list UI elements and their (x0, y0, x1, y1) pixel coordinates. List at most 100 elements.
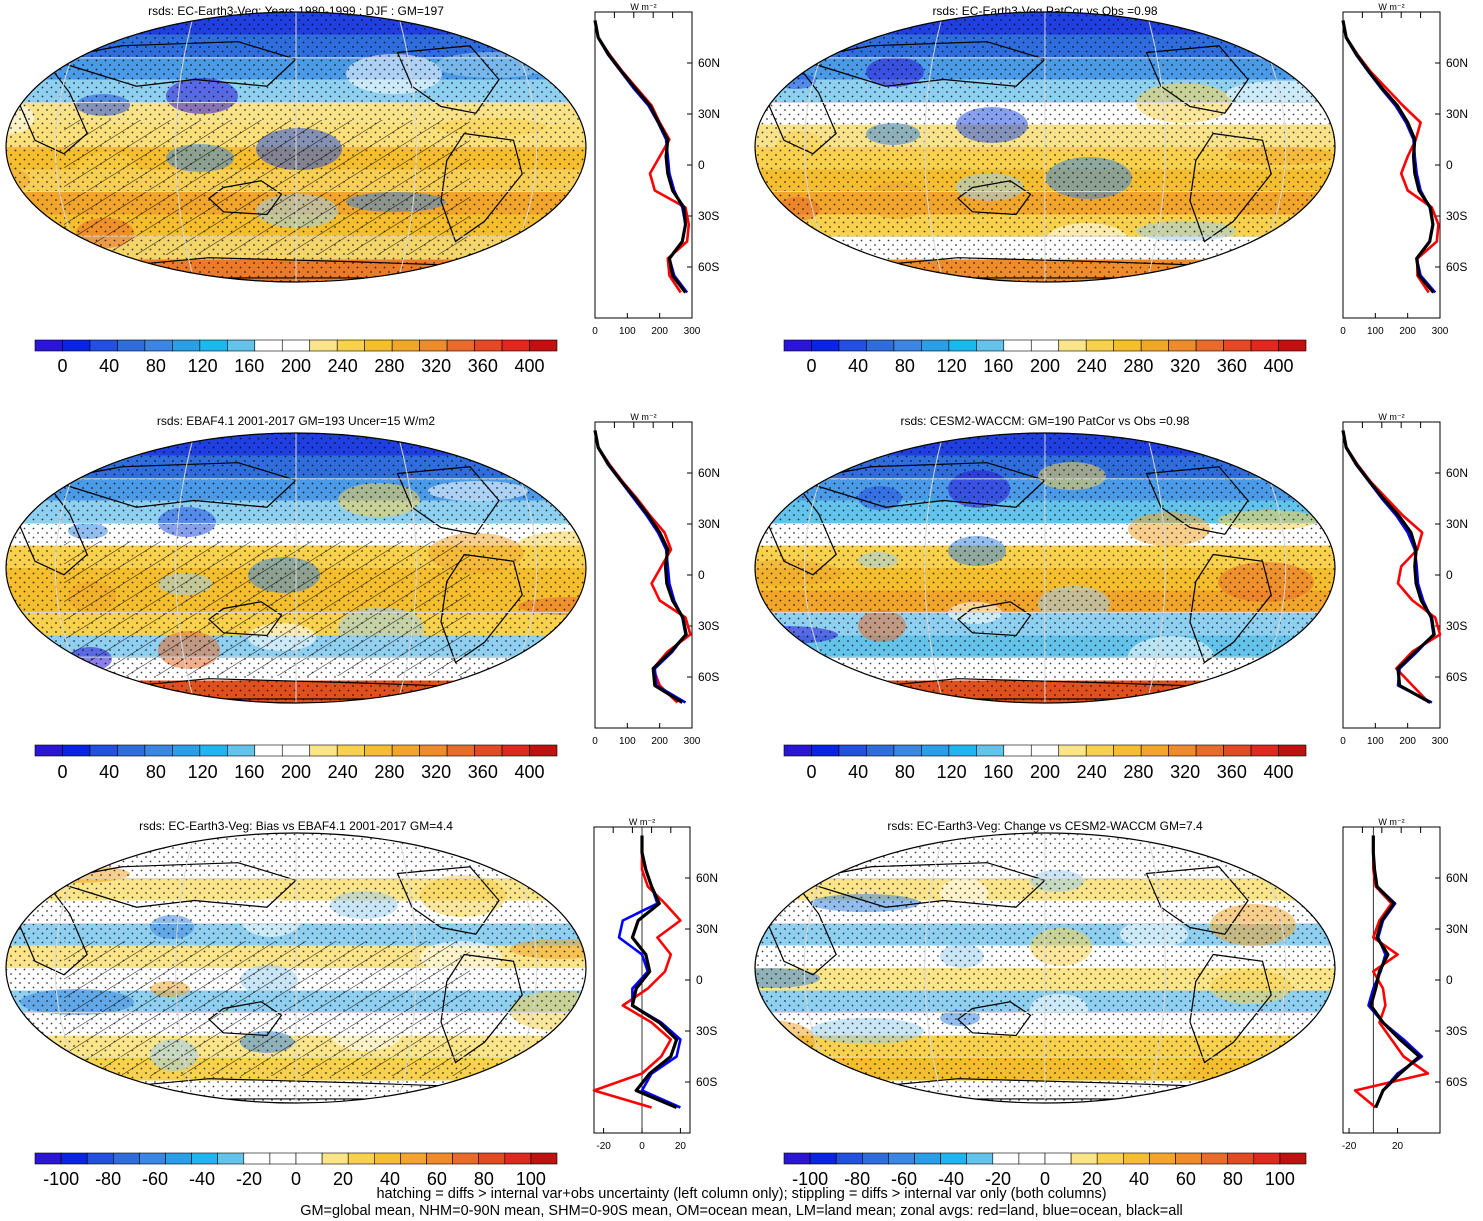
colorbar-swatch (1175, 1152, 1202, 1165)
graticule-meridian (397, 12, 417, 282)
map-outline (5, 832, 587, 1104)
colorbar-swatch (426, 1152, 453, 1165)
colorbar: 0 40 80 120 160 200 240 280 320 360 400 (34, 744, 558, 782)
colorbar-swatch (144, 744, 173, 757)
zonal-unit-label: W m⁻² (630, 412, 656, 422)
colorbar-swatch (1003, 339, 1032, 352)
colorbar-label: 40 (380, 1169, 400, 1189)
map-outline (754, 832, 1336, 1104)
colorbar-label: 80 (1223, 1169, 1243, 1189)
zonal-unit-label: W m⁻² (1378, 2, 1404, 12)
colorbar-swatch (1253, 1152, 1281, 1165)
colorbar-label: 40 (848, 356, 868, 376)
colorbar-label: 160 (234, 356, 264, 376)
zonal-tick-label: -20 (596, 1141, 611, 1152)
colorbar-swatch (34, 339, 63, 352)
zonal-tick-label: 200 (1399, 736, 1416, 747)
zonal-unit-label: W m⁻² (1378, 817, 1404, 827)
colorbar-label: 400 (1264, 356, 1294, 376)
panel-5: rsds: EC-Earth3-Veg: Bias vs EBAF4.1 200… (5, 817, 718, 1189)
zonal-mean-plot: 60N 30N 0 30S 60S W m⁻² 0 100 200 300 (1340, 2, 1468, 337)
map-field (755, 433, 1335, 703)
colorbar-label: 240 (1077, 762, 1107, 782)
lat-tick-label: 0 (696, 973, 703, 987)
colorbar-swatch (321, 1152, 349, 1165)
colorbar-swatch (117, 744, 146, 757)
colorbar: 0 40 80 120 160 200 240 280 320 360 400 (783, 339, 1307, 376)
graticule-meridian (175, 833, 195, 1103)
colorbar-swatch (62, 339, 91, 352)
colorbar-swatch (1058, 744, 1087, 757)
colorbar-swatch (281, 339, 311, 352)
zonal-tick-label: 300 (1432, 326, 1449, 337)
colorbar-label: 360 (468, 762, 498, 782)
colorbar-label: 20 (1082, 1169, 1102, 1189)
colorbar-swatch (1018, 1152, 1046, 1165)
colorbar-label: 320 (421, 356, 451, 376)
colorbar-swatch (921, 339, 950, 352)
colorbar-swatch (1223, 339, 1252, 352)
panel-4: rsds: CESM2-WACCM: GM=190 PatCor vs Obs … (754, 412, 1468, 782)
colorbar-swatch (1149, 1152, 1176, 1165)
colorbar-swatch (893, 339, 922, 352)
colorbar-label: 80 (146, 356, 166, 376)
colorbar-swatch (199, 339, 228, 352)
colorbar: 0 40 80 120 160 200 240 280 320 360 400 (34, 339, 558, 376)
graticule-meridian (924, 12, 944, 282)
colorbar-swatch (1195, 744, 1224, 757)
lat-tick-label: 30N (1446, 922, 1468, 936)
zonal-tick-label: 0 (1340, 736, 1346, 747)
colorbar-label: 80 (895, 762, 915, 782)
colorbar: 0 40 80 120 160 200 240 280 320 360 400 (783, 744, 1307, 782)
colorbar-swatch (199, 744, 228, 757)
colorbar-label: 280 (1123, 762, 1153, 782)
colorbar-swatch (217, 1152, 245, 1165)
zonal-mean-plot: 60N 30N 0 30S 60S W m⁻² -20 0 20 (592, 817, 718, 1152)
graticule-meridian (924, 833, 944, 1103)
zonal-series-all (1341, 20, 1435, 294)
zonal-tick-label: 0 (639, 1141, 645, 1152)
colorbar-label: 40 (99, 356, 119, 376)
colorbar-swatch (948, 339, 977, 352)
colorbar-swatch (347, 1152, 375, 1165)
colorbar-swatch (948, 744, 977, 757)
lat-tick-label: 60N (696, 871, 718, 885)
colorbar-label: 80 (474, 1169, 494, 1189)
zonal-series-all (1341, 430, 1436, 704)
colorbar-swatch (501, 744, 530, 757)
colorbar-label: 320 (1170, 356, 1200, 376)
colorbar-label: 360 (1217, 356, 1247, 376)
colorbar-swatch (1044, 1152, 1072, 1165)
colorbar-swatch (144, 339, 173, 352)
colorbar-swatch (992, 1152, 1020, 1165)
colorbar-label: 160 (983, 762, 1013, 782)
colorbar-label: -20 (985, 1169, 1011, 1189)
zonal-tick-label: -20 (1342, 1141, 1357, 1152)
colorbar-label: 0 (291, 1169, 301, 1189)
panel-title: rsds: EC-Earth3-Veg: Change vs CESM2-WAC… (887, 819, 1203, 833)
lat-tick-label: 60N (1446, 466, 1468, 480)
colorbar-label: -80 (844, 1169, 870, 1189)
lat-tick-label: 30S (698, 619, 719, 633)
zonal-tick-label: 0 (1340, 326, 1346, 337)
colorbar-label: 160 (234, 762, 264, 782)
lat-tick-label: 30S (1446, 1024, 1467, 1038)
colorbar-swatch (34, 744, 63, 757)
colorbar-label: 200 (281, 356, 311, 376)
zonal-unit-label: W m⁻² (1378, 412, 1404, 422)
panel-3: rsds: EBAF4.1 2001-2017 GM=193 Uncer=15 … (5, 412, 720, 782)
colorbar-swatch (391, 744, 420, 757)
colorbar-label: 240 (1077, 356, 1107, 376)
colorbar-label: 360 (1217, 762, 1247, 782)
colorbar-label: -60 (891, 1169, 917, 1189)
lat-tick-label: 60N (698, 56, 720, 70)
zonal-tick-label: 100 (619, 326, 636, 337)
colorbar-label: -60 (142, 1169, 168, 1189)
zonal-frame (1342, 421, 1441, 729)
colorbar-swatch (1140, 744, 1169, 757)
lat-tick-label: 30S (696, 1024, 717, 1038)
colorbar-label: 20 (333, 1169, 353, 1189)
colorbar-label: 60 (1176, 1169, 1196, 1189)
graticule-meridian (175, 433, 195, 703)
panel-title: rsds: EBAF4.1 2001-2017 GM=193 Uncer=15 … (157, 414, 435, 428)
